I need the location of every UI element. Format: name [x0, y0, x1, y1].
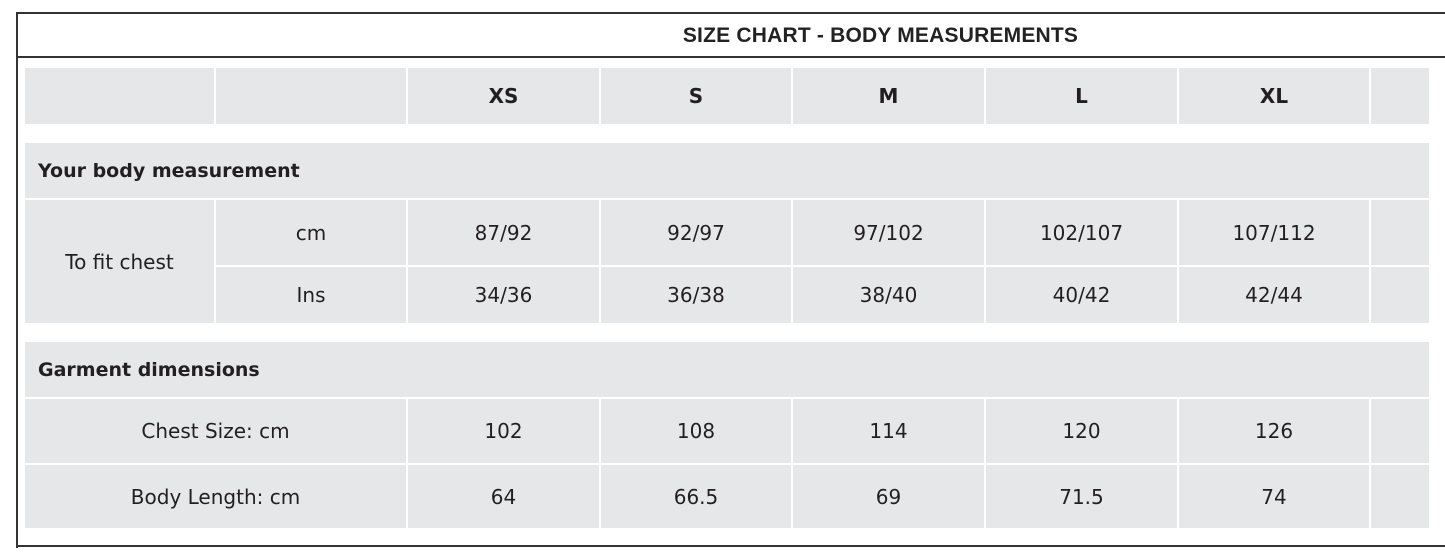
size-header: XS	[408, 68, 599, 124]
value-cell: 38/40	[793, 267, 984, 323]
header-cell	[216, 68, 406, 124]
value-cell: 69	[793, 465, 984, 528]
unit-label: Ins	[216, 267, 406, 323]
value-cell: 92/97	[601, 200, 791, 265]
size-header: S	[601, 68, 791, 124]
size-header: M	[793, 68, 984, 124]
value-cell: 107/112	[1179, 200, 1369, 265]
value-cell: 87/92	[408, 200, 599, 265]
value-cell: 40/42	[986, 267, 1177, 323]
value-cell: 71.5	[986, 465, 1177, 528]
value-cell: 108	[601, 399, 791, 463]
value-cell: 42/44	[1179, 267, 1369, 323]
value-cell: 97/102	[793, 200, 984, 265]
value-cell	[1371, 267, 1429, 323]
value-cell: 102/107	[986, 200, 1177, 265]
row-label: To fit chest	[25, 200, 214, 323]
section-heading: Garment dimensions	[25, 342, 1429, 397]
value-cell	[1371, 200, 1429, 265]
value-cell: 66.5	[601, 465, 791, 528]
row-label: Chest Size: cm	[25, 399, 406, 463]
frame-bottom	[16, 545, 1445, 547]
value-cell: 102	[408, 399, 599, 463]
title-rule	[16, 56, 1445, 58]
row-label: Body Length: cm	[25, 465, 406, 528]
header-cell	[1371, 68, 1429, 124]
value-cell: 114	[793, 399, 984, 463]
value-cell	[1371, 399, 1429, 463]
frame-top	[16, 12, 1445, 14]
value-cell: 74	[1179, 465, 1369, 528]
value-cell: 64	[408, 465, 599, 528]
section-heading: Your body measurement	[25, 143, 1429, 198]
title: SIZE CHART - BODY MEASUREMENTS	[682, 24, 1079, 47]
value-cell: 120	[986, 399, 1177, 463]
header-cell	[25, 68, 214, 124]
size-header: XL	[1179, 68, 1369, 124]
value-cell	[1371, 465, 1429, 528]
unit-label: cm	[216, 200, 406, 265]
frame-left	[16, 12, 18, 548]
value-cell: 34/36	[408, 267, 599, 323]
value-cell: 36/38	[601, 267, 791, 323]
size-header: L	[986, 68, 1177, 124]
value-cell: 126	[1179, 399, 1369, 463]
